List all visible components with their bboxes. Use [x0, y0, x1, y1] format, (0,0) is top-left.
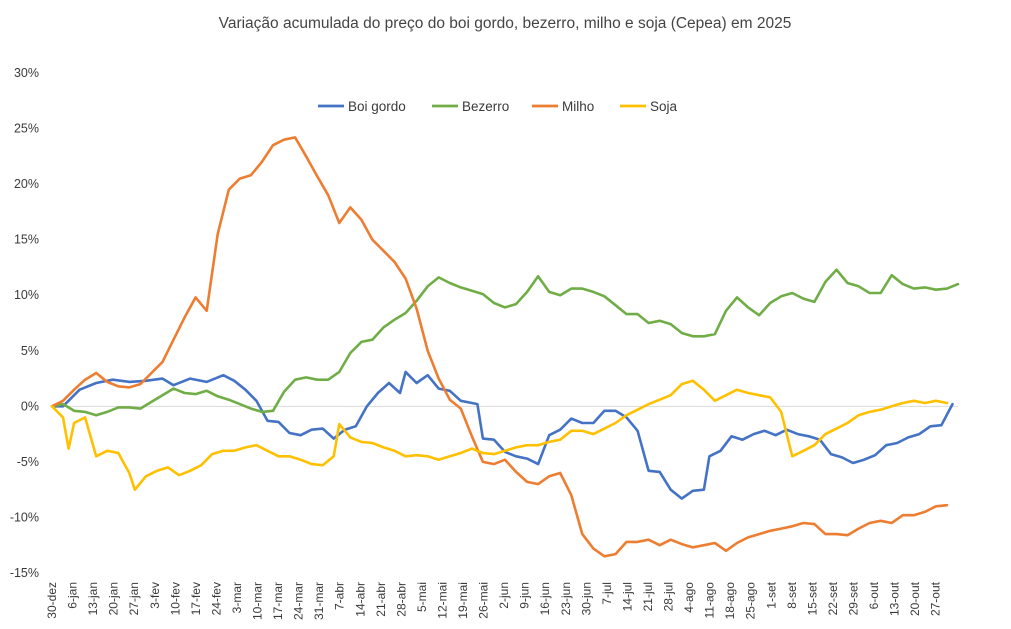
series-line-boi-gordo: [50, 370, 954, 500]
y-tick-label: 15%: [14, 233, 39, 247]
legend-label-soja: Soja: [650, 99, 678, 114]
x-tick-label: 21-jul: [641, 582, 655, 611]
x-tick-label: 14-jul: [620, 582, 634, 611]
y-tick-label: 25%: [14, 122, 39, 136]
x-tick-label: 18-ago: [723, 582, 737, 620]
x-tick-label: 24-mar: [292, 582, 306, 620]
x-tick-label: 12-mai: [435, 582, 449, 619]
x-tick-label: 28-abr: [394, 582, 408, 617]
x-tick-label: 19-mai: [456, 582, 470, 619]
x-tick-label: 29-set: [846, 581, 860, 615]
series-line-bezerro: [50, 268, 960, 417]
x-tick-label: 10-mar: [251, 582, 265, 620]
y-tick-label: -5%: [17, 455, 39, 469]
x-tick-label: 16-jun: [538, 582, 552, 615]
x-tick-label: 23-jun: [559, 582, 573, 615]
x-tick-label: 3-mar: [230, 582, 244, 613]
x-tick-label: 28-jul: [662, 582, 676, 611]
x-tick-label: 17-fev: [189, 582, 203, 615]
x-tick-label: 7-jul: [600, 582, 614, 605]
x-tick-label: 1-set: [764, 581, 778, 608]
y-tick-label: -15%: [10, 566, 39, 580]
x-tick-label: 27-jan: [127, 582, 141, 615]
y-tick-label: -10%: [10, 510, 39, 524]
y-tick-label: 20%: [14, 177, 39, 191]
x-axis: 30-dez 6-jan 13-jan 20-jan 27-jan 3-fev 10-fev…: [45, 581, 943, 620]
x-tick-label: 31-mar: [312, 582, 326, 620]
x-tick-label: 11-ago: [703, 582, 717, 619]
y-tick-label: 10%: [14, 288, 39, 302]
legend-label-boi-gordo: Boi gordo: [348, 99, 406, 114]
x-tick-label: 25-ago: [744, 582, 758, 620]
series-line-soja: [50, 379, 949, 492]
x-tick-label: 7-abr: [333, 582, 347, 610]
series-layer: [50, 136, 960, 558]
y-tick-label: 0%: [21, 399, 39, 413]
x-tick-label: 24-fev: [209, 582, 223, 615]
x-tick-label: 4-ago: [682, 582, 696, 613]
x-tick-label: 20-out: [908, 581, 922, 616]
x-tick-label: 8-set: [785, 581, 799, 608]
legend: Boi gordo Bezerro Milho Soja: [318, 99, 678, 114]
x-tick-label: 26-mai: [477, 582, 491, 619]
legend-label-bezerro: Bezerro: [462, 99, 509, 114]
y-axis: 30% 25% 20% 15% 10% 5% 0% -5% -10% -15%: [10, 66, 39, 580]
x-tick-label: 17-mar: [271, 582, 285, 620]
x-tick-label: 22-set: [826, 581, 840, 615]
x-tick-label: 30-dez: [45, 582, 59, 619]
x-tick-label: 13-jan: [86, 582, 100, 615]
x-tick-label: 10-fev: [168, 582, 182, 615]
x-tick-label: 14-abr: [353, 582, 367, 617]
x-tick-label: 3-fev: [148, 582, 162, 609]
y-tick-label: 30%: [14, 66, 39, 80]
x-tick-label: 20-jan: [107, 582, 121, 615]
x-tick-label: 30-jun: [579, 582, 593, 615]
chart-title: Variação acumulada do preço do boi gordo…: [219, 15, 792, 32]
x-tick-label: 2-jun: [497, 582, 511, 609]
x-tick-label: 6-jan: [66, 582, 80, 609]
y-tick-label: 5%: [21, 344, 39, 358]
x-tick-label: 9-jun: [518, 582, 532, 609]
x-tick-label: 6-out: [867, 581, 881, 609]
series-line-milho: [50, 136, 949, 558]
x-tick-label: 15-set: [805, 581, 819, 615]
x-tick-label: 5-mai: [415, 582, 429, 612]
x-tick-label: 27-out: [929, 581, 943, 616]
x-tick-label: 21-abr: [374, 582, 388, 617]
legend-label-milho: Milho: [562, 99, 594, 114]
x-tick-label: 13-out: [888, 581, 902, 616]
